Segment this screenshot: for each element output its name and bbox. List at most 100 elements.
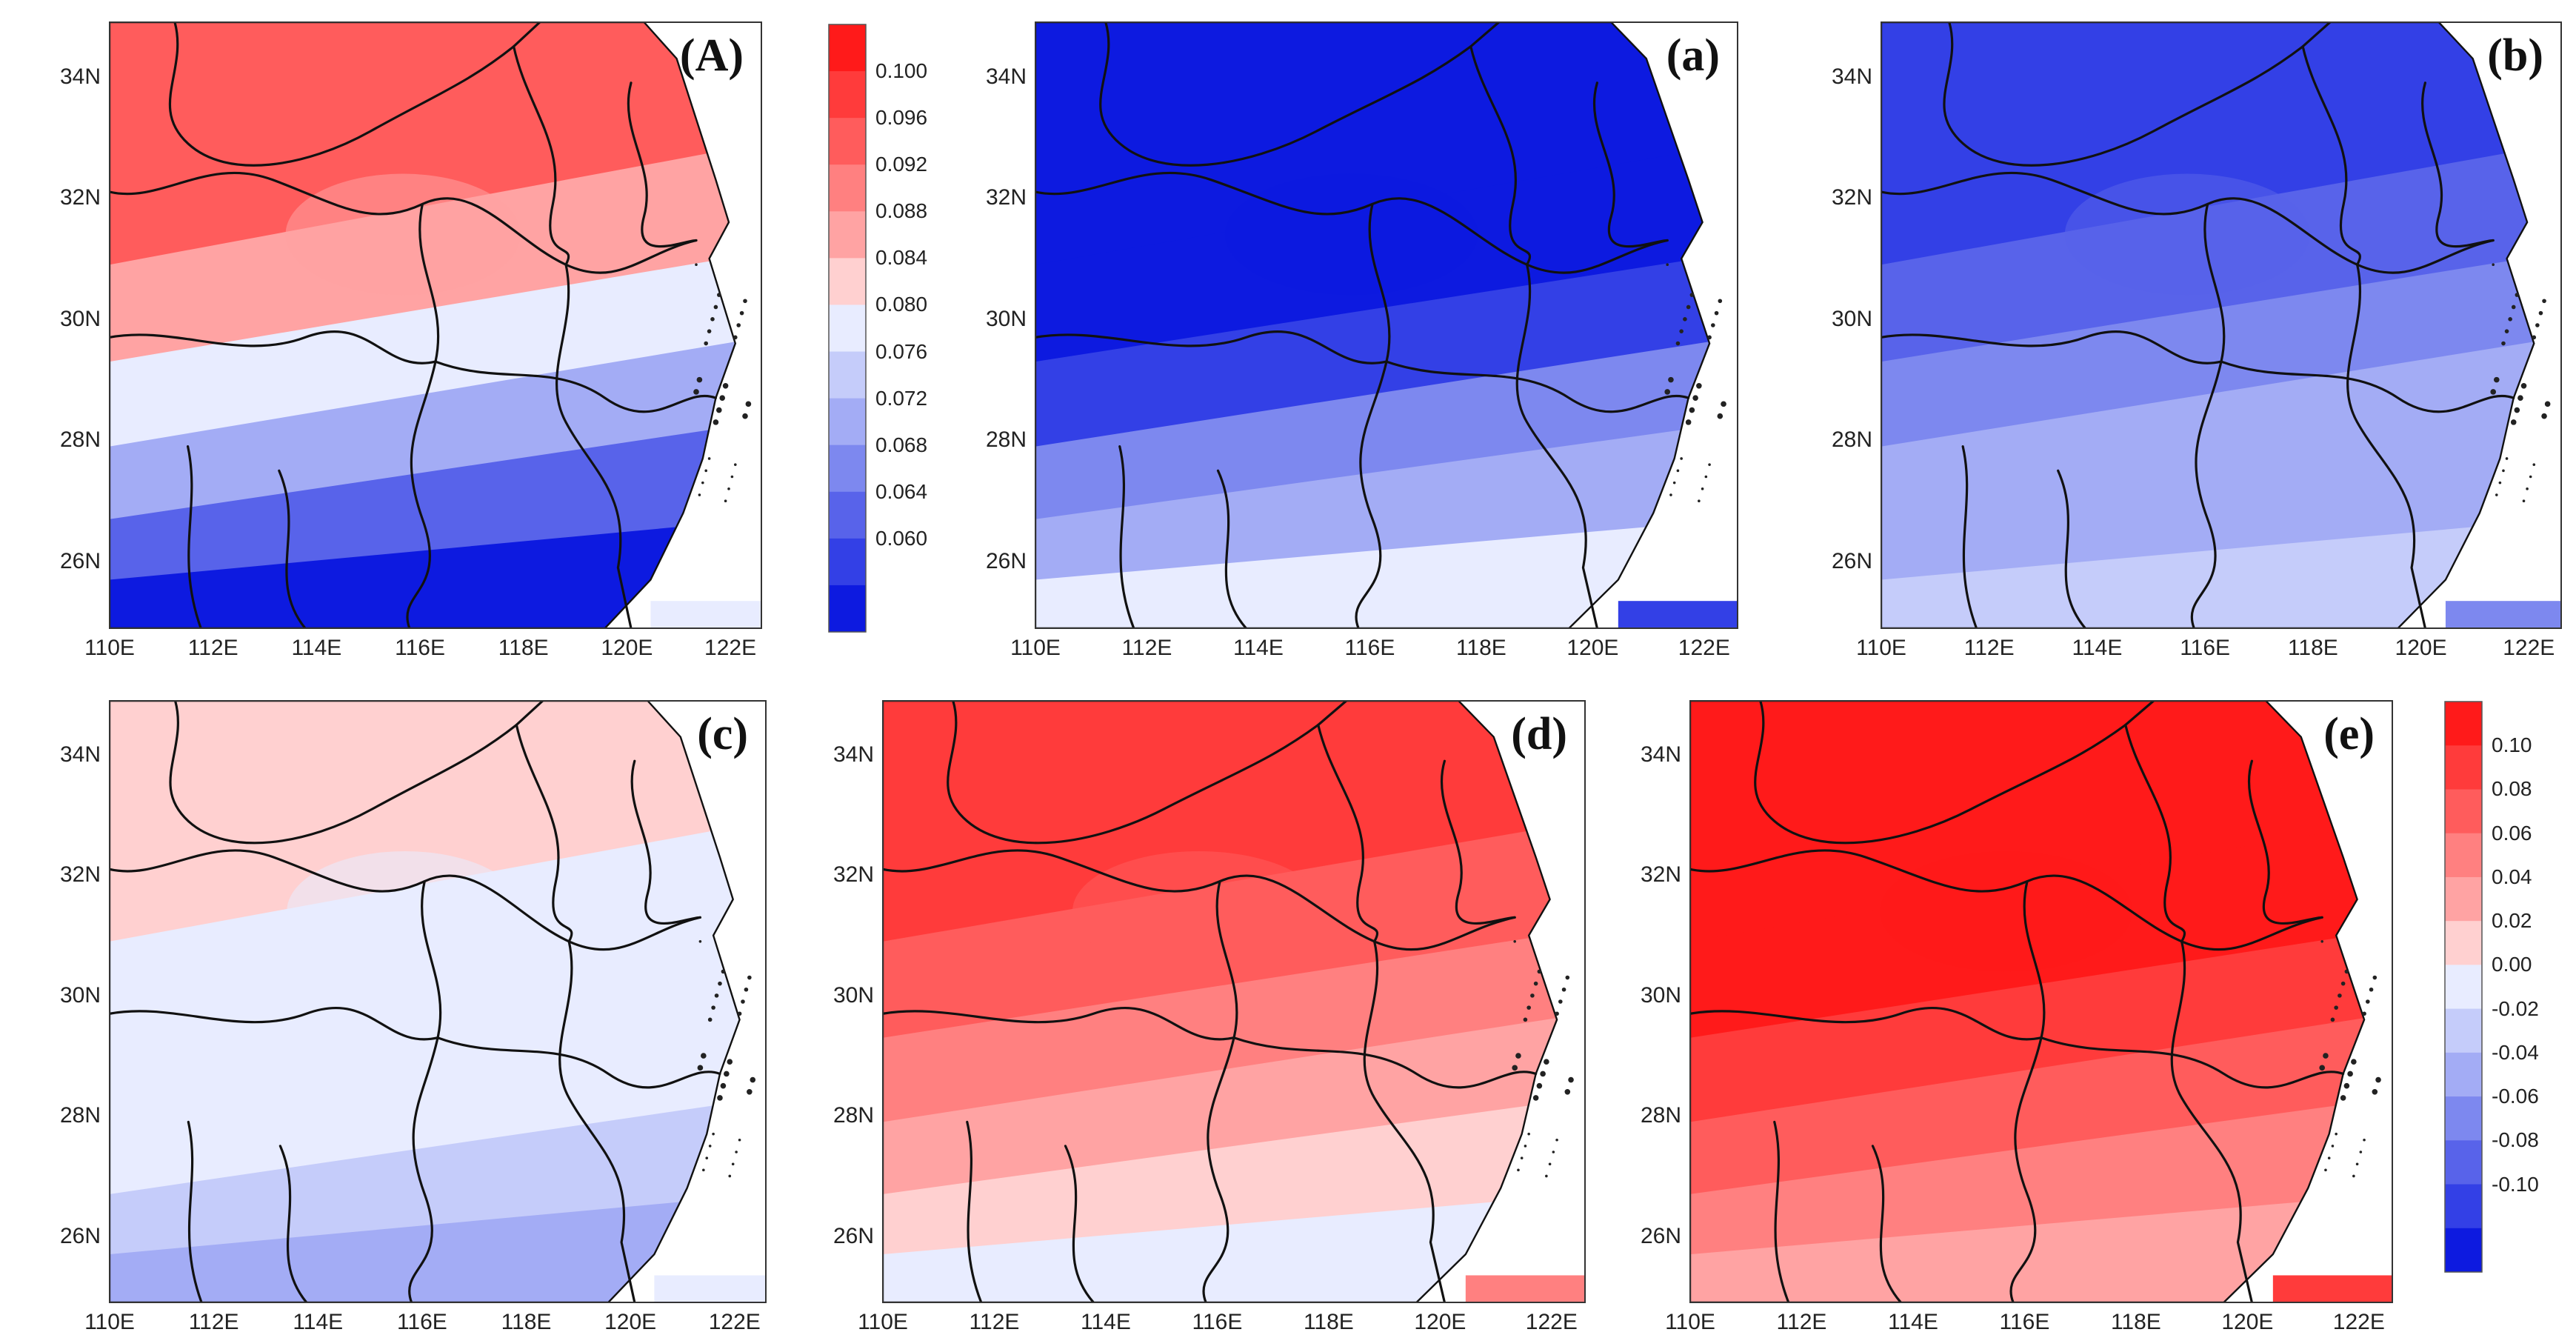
island	[716, 407, 722, 413]
lon-tick-label: 114E	[1888, 1310, 1938, 1334]
province-border	[1881, 330, 2223, 364]
contour-band	[1035, 519, 1710, 628]
island	[728, 1174, 732, 1178]
island	[1545, 1174, 1548, 1178]
island	[705, 1156, 709, 1159]
lat-tick-label: 32N	[59, 862, 101, 888]
colorbar-tick-label: 0.06	[2492, 821, 2532, 845]
island	[2541, 413, 2547, 419]
island	[2508, 317, 2512, 322]
island	[2369, 987, 2374, 992]
island	[1698, 499, 1701, 503]
island	[1527, 1132, 1530, 1136]
island	[2490, 389, 2496, 395]
province-border	[1099, 22, 1501, 167]
lon-tick-label: 114E	[2072, 636, 2123, 660]
lon-tick-label: 118E	[1455, 636, 1506, 660]
province-border	[1064, 1145, 1095, 1302]
colorbar-segment	[2445, 833, 2482, 878]
island	[704, 341, 708, 346]
province-border	[110, 1006, 439, 1041]
island	[724, 1071, 730, 1077]
lon-tick-label: 110E	[84, 636, 135, 660]
island	[2517, 395, 2523, 401]
lat-tick-label: 28N	[59, 1103, 101, 1128]
panel-A: 34N 32N 30N 28N 26N 110E 112E 114E 116E 118E 120E 1…	[0, 0, 785, 667]
island	[1536, 1082, 1543, 1089]
island	[1718, 299, 1723, 304]
island	[1513, 940, 1516, 943]
island	[2362, 1011, 2366, 1016]
island	[1668, 376, 1674, 383]
island	[2352, 1174, 2355, 1178]
island	[1515, 1053, 1521, 1059]
province-border	[1961, 445, 1978, 628]
inset-box	[654, 1275, 766, 1302]
lon-tick-label: 116E	[1344, 636, 1395, 660]
province-border	[2190, 202, 2226, 628]
lat-tick-label: 32N	[832, 862, 874, 888]
colorbar-segment	[2445, 965, 2482, 1010]
island	[718, 981, 722, 986]
island	[2323, 1053, 2329, 1059]
island	[1696, 383, 1702, 389]
island	[2366, 999, 2370, 1004]
island	[745, 401, 752, 407]
lon-tick-label: 116E	[395, 636, 445, 660]
inset-box	[2445, 601, 2561, 628]
island	[2347, 1071, 2353, 1077]
island	[1676, 469, 1680, 473]
island	[697, 1065, 704, 1071]
lat-tick-label: 26N	[59, 1223, 101, 1248]
island	[2495, 493, 2498, 496]
island	[1717, 413, 1724, 419]
lon-tick-label: 118E	[501, 1310, 552, 1334]
colorbar-segment	[2445, 1228, 2482, 1273]
province-border	[630, 759, 701, 925]
island	[2544, 401, 2551, 407]
province-border	[555, 263, 633, 628]
lat-tick-label: 30N	[985, 306, 1027, 331]
island	[2515, 293, 2520, 297]
island	[1664, 389, 1670, 395]
lon-tick-label: 118E	[498, 636, 549, 660]
island	[1701, 487, 1704, 490]
lon-tick-label: 116E	[1999, 1310, 2050, 1334]
lon-tick-label: 120E	[601, 636, 653, 660]
province-border	[513, 45, 570, 266]
lat-tick-label: 32N	[1640, 862, 1681, 888]
province-border	[169, 701, 544, 845]
island	[698, 493, 701, 496]
colorbar-segment	[2445, 1052, 2482, 1097]
island	[741, 999, 745, 1004]
map-e	[1689, 700, 2393, 1303]
island	[1666, 263, 1669, 267]
island	[742, 413, 748, 419]
panel-a: 34N 32N 30N 28N 26N 110E 112E 114E 116E 118E 120E 1…	[941, 0, 1755, 667]
map-a	[1035, 21, 1738, 629]
province-border	[168, 22, 541, 167]
island	[2529, 475, 2532, 479]
island	[1689, 293, 1695, 297]
province-border	[1035, 330, 1388, 364]
map-b	[1881, 21, 2562, 629]
island	[1689, 407, 1695, 413]
island	[1520, 1156, 1524, 1159]
plot-frame	[109, 21, 762, 629]
colorbar-segment	[829, 118, 866, 165]
panel-c: 34N 32N 30N 28N 26N 110E 112E 114E 116E 118E 120E 1…	[0, 682, 793, 1334]
province-border	[408, 880, 442, 1302]
island	[2324, 1168, 2327, 1172]
panel-e: 34N 32N 30N 28N 26N 110E 112E 114E 116E 118E 120E 1…	[1607, 682, 2400, 1334]
province-border	[1440, 759, 1516, 925]
island	[2335, 1132, 2338, 1136]
island	[739, 310, 744, 316]
island	[1555, 1011, 1559, 1016]
colorbar-tick-label: 0.084	[875, 246, 928, 270]
lon-tick-label: 122E	[708, 1310, 761, 1334]
island	[2320, 940, 2323, 943]
lat-tick-label: 34N	[832, 742, 874, 768]
island	[2327, 1156, 2331, 1159]
lon-tick-label: 120E	[1414, 1310, 1466, 1334]
island	[717, 1095, 723, 1101]
